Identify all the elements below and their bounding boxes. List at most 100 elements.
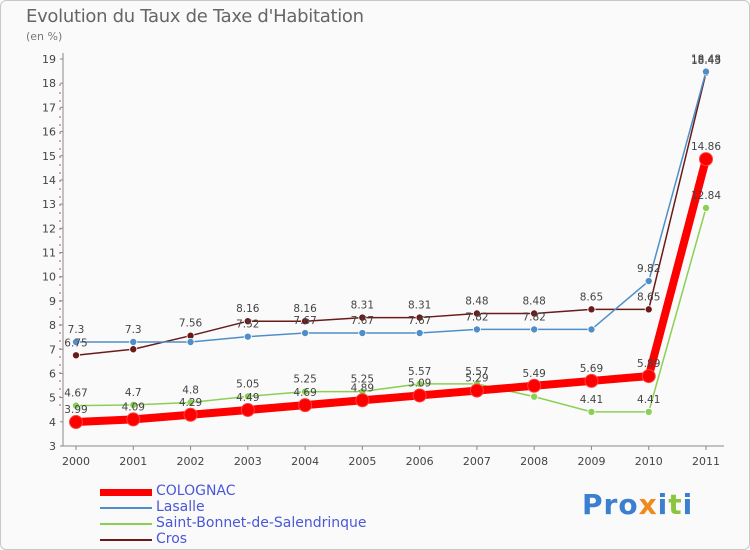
x-tick-label: 2005: [348, 455, 376, 468]
x-tick-label: 2008: [520, 455, 548, 468]
data-point: [126, 412, 141, 427]
logo-letter: Pro: [582, 488, 639, 521]
data-label: 5.25: [351, 374, 374, 386]
data-label: 5.69: [580, 363, 603, 375]
data-point: [129, 337, 138, 346]
data-point: [702, 203, 711, 212]
legend-swatch: [100, 523, 152, 525]
y-tick-label: 16: [42, 126, 56, 139]
data-point: [186, 337, 195, 346]
data-label: 7.52: [236, 319, 259, 331]
legend-swatch: [100, 489, 152, 496]
legend-label: Cros: [156, 531, 188, 547]
data-label: 8.31: [351, 300, 374, 312]
y-tick-label: 6: [49, 367, 56, 380]
data-label: 8.65: [637, 291, 660, 303]
data-label: 4.41: [580, 394, 603, 406]
data-point: [298, 398, 313, 413]
data-label: 18.43: [691, 55, 721, 67]
data-point: [358, 329, 367, 338]
data-point: [72, 401, 81, 410]
legend-swatch: [100, 539, 152, 541]
data-point: [699, 152, 713, 167]
data-point: [301, 317, 310, 326]
data-point: [301, 387, 310, 396]
y-tick-label: 15: [42, 150, 56, 163]
data-point: [72, 337, 81, 346]
x-tick-label: 2002: [177, 455, 205, 468]
data-label: 8.16: [236, 303, 260, 315]
data-label: 7.67: [293, 315, 316, 327]
data-point: [472, 325, 481, 334]
data-label: 7.56: [179, 318, 203, 330]
data-point: [530, 392, 539, 401]
data-label: 5.09: [408, 377, 431, 389]
data-label: 9.82: [637, 263, 660, 275]
data-label: 6.75: [64, 337, 87, 349]
data-point: [129, 400, 138, 409]
y-tick-label: 3: [49, 440, 56, 453]
data-point: [587, 407, 596, 416]
data-point: [644, 407, 653, 416]
x-tick-label: 2004: [291, 455, 319, 468]
data-point: [186, 398, 195, 407]
data-label: 4.49: [236, 392, 259, 404]
data-point: [183, 407, 198, 422]
data-label: 8.65: [580, 291, 603, 303]
data-label: 8.16: [293, 303, 317, 315]
data-point: [527, 378, 542, 393]
y-tick-label: 4: [49, 416, 56, 429]
data-label: 7.3: [125, 324, 142, 336]
y-tick-label: 19: [42, 53, 56, 66]
data-label: 4.41: [637, 394, 660, 406]
data-point: [644, 305, 653, 314]
data-label: 7.82: [465, 311, 488, 323]
legend-label: Lasalle: [156, 499, 205, 515]
y-tick-label: 10: [42, 271, 56, 284]
series-line-cros: [75, 72, 707, 357]
y-tick-label: 17: [42, 101, 56, 114]
data-label: 7.82: [522, 311, 545, 323]
series-line-colognac: [72, 155, 710, 427]
x-tick-label: 2010: [635, 455, 663, 468]
x-tick-label: 2009: [577, 455, 605, 468]
data-point: [641, 369, 656, 384]
data-point: [358, 313, 367, 322]
logo-letter: t: [668, 488, 683, 521]
data-label: 5.49: [522, 368, 545, 380]
data-label: 4.09: [122, 401, 145, 413]
y-tick-label: 11: [42, 247, 56, 260]
x-tick-label: 2001: [119, 455, 147, 468]
legend-label: Saint-Bonnet-de-Salendrinque: [156, 515, 367, 531]
y-tick-label: 7: [49, 343, 56, 356]
data-point: [412, 388, 427, 403]
x-tick-label: 2003: [234, 455, 262, 468]
y-tick-label: 5: [49, 392, 56, 405]
logo-letter: x: [638, 488, 658, 521]
y-tick-label: 8: [49, 319, 56, 332]
x-tick-label: 2007: [463, 455, 491, 468]
data-point: [587, 305, 596, 314]
legend-swatch: [100, 507, 152, 509]
data-point: [69, 415, 83, 430]
y-tick-label: 18: [42, 77, 56, 90]
data-point: [129, 345, 138, 354]
data-label: 5.89: [637, 358, 660, 370]
data-point: [587, 325, 596, 334]
data-point: [240, 402, 255, 417]
data-point: [469, 383, 484, 398]
data-point: [530, 309, 539, 318]
data-point: [243, 332, 252, 341]
data-point: [530, 325, 539, 334]
data-point: [243, 392, 252, 401]
data-point: [72, 351, 81, 360]
data-label: 4.29: [179, 397, 202, 409]
series-line-lasalle: [75, 70, 707, 343]
y-tick-label: 12: [42, 222, 56, 235]
data-label: 18.48: [691, 54, 721, 66]
data-label: 14.86: [691, 141, 721, 153]
x-tick-label: 2011: [692, 455, 720, 468]
data-label: 4.69: [293, 387, 316, 399]
proxiti-logo: Proxiti: [582, 488, 693, 521]
line-chart: 3 4 5 6 7 8 9 10 11 12 13 14 15 16 17 18 19 2000 2001 2002 2…: [42, 53, 724, 468]
